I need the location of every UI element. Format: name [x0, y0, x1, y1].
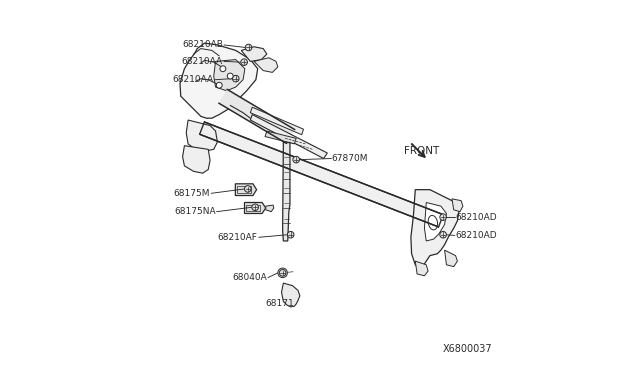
Polygon shape — [244, 202, 266, 214]
Polygon shape — [266, 205, 274, 212]
Polygon shape — [219, 89, 295, 144]
Circle shape — [241, 59, 248, 65]
Polygon shape — [283, 142, 290, 241]
Circle shape — [220, 66, 226, 72]
Polygon shape — [250, 115, 327, 158]
Polygon shape — [180, 43, 258, 118]
Polygon shape — [236, 184, 257, 196]
Text: 68210AB: 68210AB — [182, 41, 223, 49]
Polygon shape — [424, 202, 447, 241]
Text: 68210AF: 68210AF — [218, 233, 258, 242]
Circle shape — [232, 76, 239, 82]
Text: 68175M: 68175M — [173, 189, 210, 198]
Circle shape — [293, 156, 300, 163]
Polygon shape — [265, 131, 296, 144]
Polygon shape — [415, 261, 428, 276]
Circle shape — [252, 204, 259, 211]
Polygon shape — [186, 120, 218, 151]
Circle shape — [227, 73, 233, 79]
Polygon shape — [452, 199, 463, 212]
Circle shape — [287, 231, 294, 238]
Circle shape — [278, 268, 287, 278]
Polygon shape — [445, 250, 458, 267]
Text: FRONT: FRONT — [404, 146, 440, 156]
Polygon shape — [182, 146, 210, 173]
Polygon shape — [241, 47, 267, 61]
Circle shape — [216, 82, 222, 88]
Ellipse shape — [428, 215, 438, 230]
Circle shape — [244, 186, 251, 192]
Text: 68210AD: 68210AD — [456, 213, 497, 222]
Text: 68210AA: 68210AA — [182, 57, 223, 66]
Text: X6800037: X6800037 — [443, 344, 492, 354]
Circle shape — [245, 44, 252, 51]
Polygon shape — [254, 58, 278, 73]
Text: 68210AA: 68210AA — [173, 75, 214, 84]
Polygon shape — [200, 122, 444, 227]
Text: 68210AD: 68210AD — [456, 231, 497, 240]
Circle shape — [440, 214, 447, 221]
Polygon shape — [411, 190, 460, 269]
Circle shape — [279, 270, 286, 276]
Text: 68040A: 68040A — [232, 273, 267, 282]
Circle shape — [440, 231, 447, 238]
Text: 68175NA: 68175NA — [174, 207, 216, 216]
Polygon shape — [282, 283, 300, 307]
Polygon shape — [250, 107, 303, 135]
Text: 68171: 68171 — [266, 299, 294, 308]
Polygon shape — [214, 60, 245, 91]
Text: 67870M: 67870M — [331, 154, 367, 163]
